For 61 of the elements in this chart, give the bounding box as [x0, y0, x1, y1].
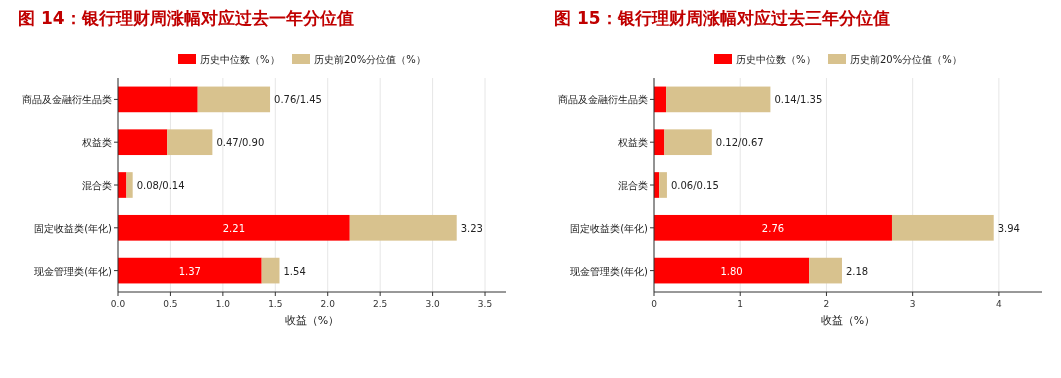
x-tick-label: 3 — [909, 299, 916, 309]
data-label: 1.37 — [178, 265, 201, 277]
y-tick-label: 商品及金融衍生品类 — [22, 94, 112, 106]
total-label: 0.14/1.35 — [774, 94, 823, 106]
bar — [654, 257, 810, 284]
y-tick-label: 混合类 — [618, 180, 648, 191]
total-label: 3.23 — [460, 222, 483, 234]
bar — [118, 86, 198, 113]
x-tick-label: 0 — [651, 299, 658, 309]
x-axis-title: 收益（%） — [820, 314, 876, 327]
data-label: 1.80 — [720, 265, 743, 277]
legend-label: 历史中位数（%） — [200, 54, 280, 65]
y-tick-label: 权益类 — [617, 137, 648, 149]
bar — [654, 214, 892, 241]
bar — [126, 172, 133, 198]
bar — [261, 257, 280, 284]
y-tick-label: 商品及金融衍生品类 — [558, 94, 648, 106]
bar — [349, 214, 457, 241]
y-tick-label: 固定收益类(年化) — [570, 222, 649, 234]
x-tick-label: 2.0 — [320, 299, 336, 309]
total-label: 0.06/0.15 — [670, 180, 719, 191]
bar — [118, 257, 262, 284]
bar — [118, 129, 168, 156]
y-tick-label: 固定收益类(年化) — [34, 222, 113, 234]
x-tick-label: 2 — [823, 299, 830, 309]
bar — [809, 257, 842, 284]
data-label: 2.76 — [761, 222, 785, 234]
bar — [664, 129, 712, 156]
total-label: 0.08/0.14 — [136, 180, 185, 191]
bar — [197, 86, 271, 113]
y-tick-label: 现金管理类(年化) — [570, 265, 649, 277]
legend-label: 历史前20%分位值（%） — [850, 54, 962, 65]
total-label: 0.12/0.67 — [715, 137, 764, 149]
bar — [118, 214, 350, 241]
x-tick-label: 1.0 — [215, 299, 231, 309]
total-label: 2.18 — [845, 265, 869, 277]
x-tick-label: 4 — [996, 299, 1003, 309]
total-label: 3.94 — [997, 222, 1020, 234]
x-tick-label: 3.5 — [477, 299, 493, 309]
x-axis-title: 收益（%） — [284, 314, 340, 327]
x-tick-label: 1 — [737, 299, 744, 309]
chart-title: 图 15：银行理财周涨幅对应过去三年分位值 — [554, 8, 890, 28]
bar — [659, 172, 667, 198]
bar — [666, 86, 771, 113]
bar — [891, 214, 994, 241]
x-tick-label: 0.0 — [110, 299, 126, 309]
total-label: 0.47/0.90 — [216, 137, 265, 149]
x-tick-label: 0.5 — [163, 299, 178, 309]
total-label: 0.76/1.45 — [274, 94, 322, 106]
bar — [167, 129, 213, 156]
legend-label: 历史中位数（%） — [736, 54, 816, 65]
legend-label: 历史前20%分位值（%） — [314, 54, 426, 65]
x-tick-label: 2.5 — [373, 299, 388, 309]
y-tick-label: 现金管理类(年化) — [34, 265, 113, 277]
total-label: 1.54 — [283, 265, 306, 277]
chart-title: 图 14：银行理财周涨幅对应过去一年分位值 — [18, 8, 354, 28]
y-tick-label: 权益类 — [81, 137, 112, 149]
x-tick-label: 3.0 — [425, 299, 441, 309]
data-label: 2.21 — [222, 222, 246, 234]
y-tick-label: 混合类 — [82, 180, 112, 191]
x-tick-label: 1.5 — [268, 299, 283, 309]
